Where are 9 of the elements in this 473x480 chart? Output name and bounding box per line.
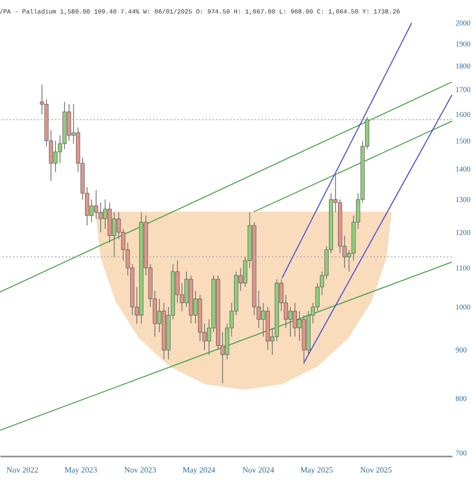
x-tick-label: May 2023	[64, 466, 98, 474]
x-tick-label: Nov 2023	[124, 466, 156, 474]
x-tick-label: Nov 2025	[360, 466, 392, 474]
x-tick-label: Nov 2022	[6, 466, 38, 474]
x-tick-label: May 2025	[300, 466, 334, 474]
candlestick	[53, 140, 58, 172]
candlestick	[66, 104, 72, 142]
x-tick-label: May 2024	[182, 466, 216, 474]
x-tick-label: Nov 2024	[242, 466, 274, 474]
